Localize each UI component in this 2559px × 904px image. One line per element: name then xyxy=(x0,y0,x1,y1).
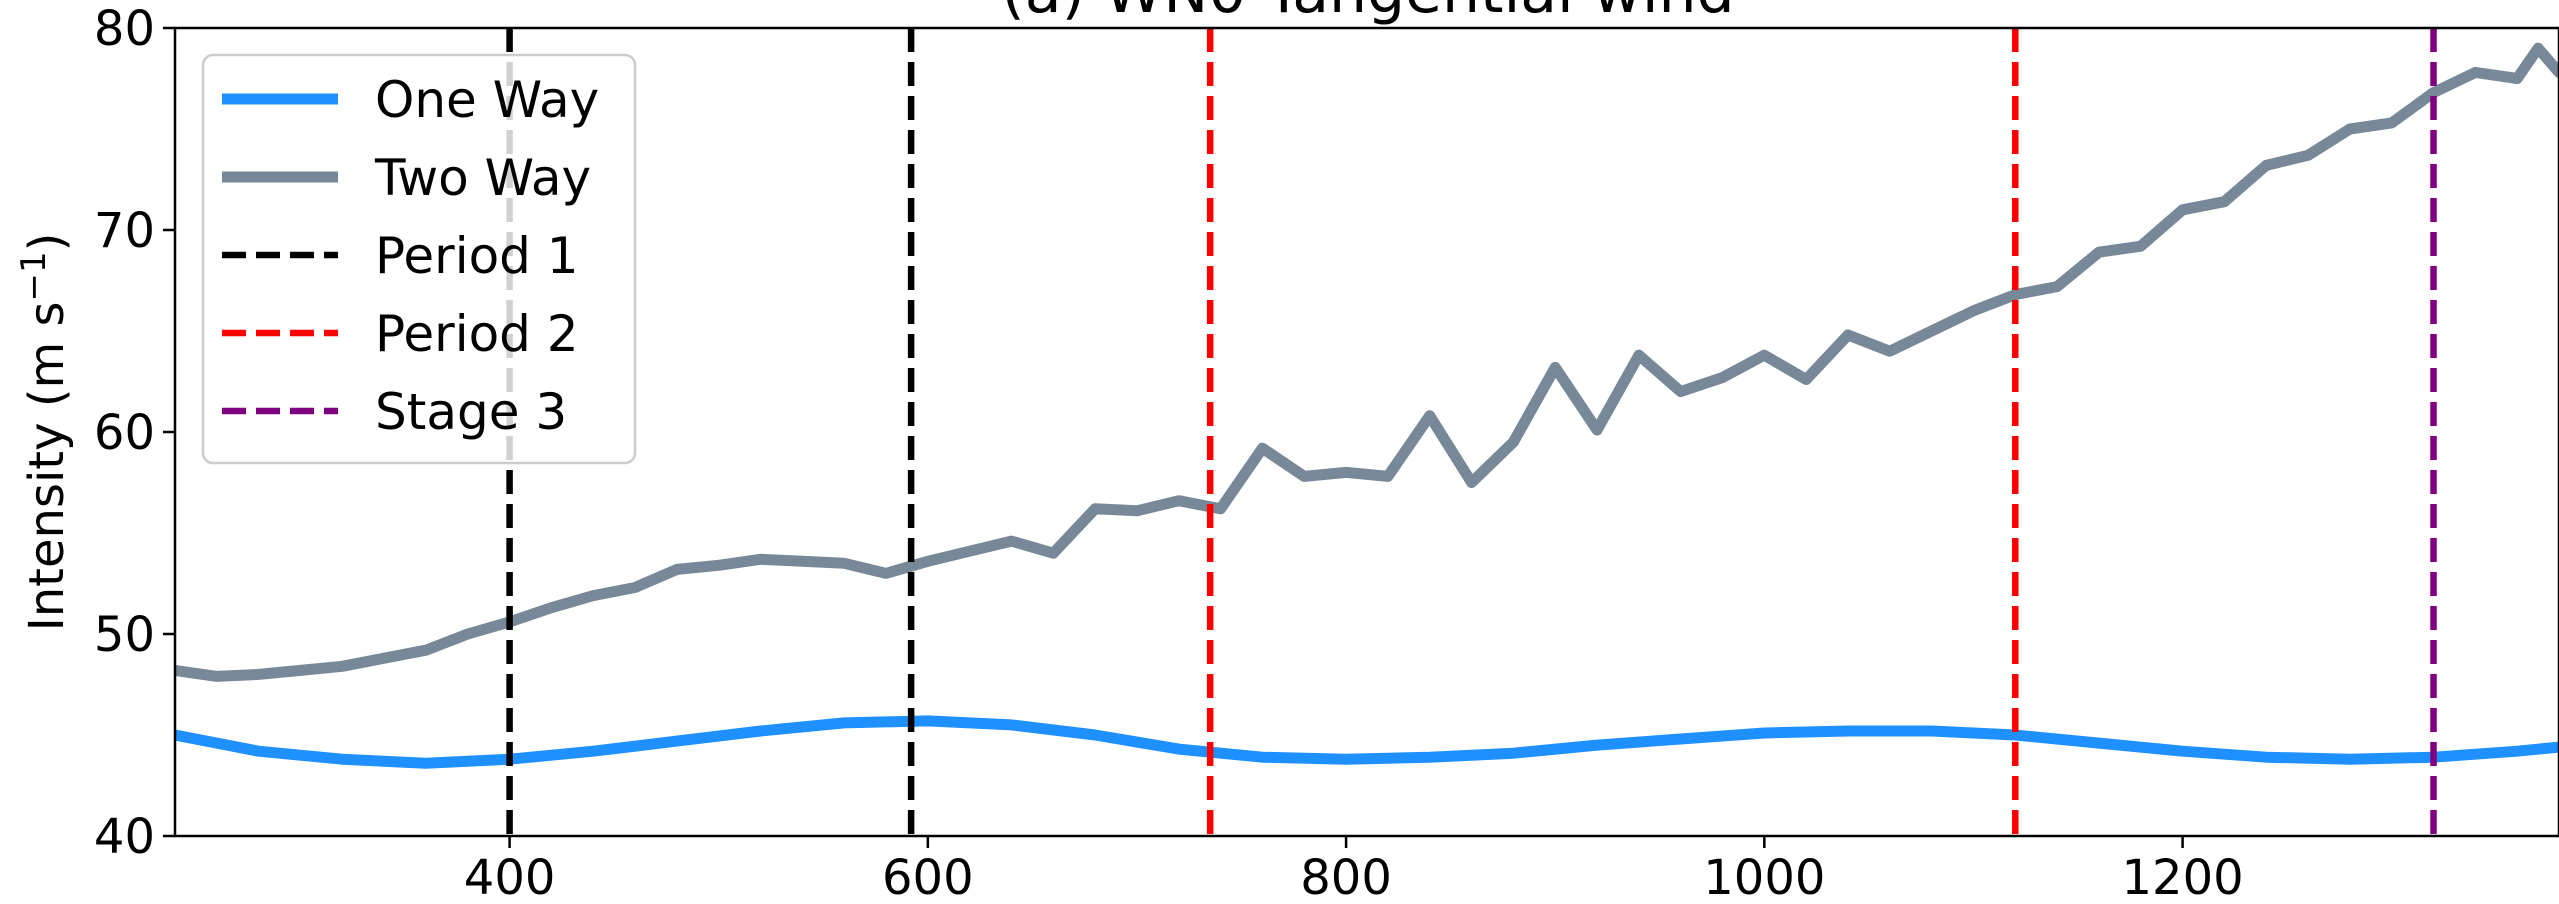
y-axis-label-superscript: −1 xyxy=(14,251,54,301)
x-tick-label: 1200 xyxy=(2122,850,2244,904)
axis-ticks: 400 600 800 1000 1200 40 50 60 70 80 xyxy=(94,1,2244,904)
x-tick-label: 1000 xyxy=(1703,850,1825,904)
x-tick-label: 600 xyxy=(882,850,974,904)
y-tick-label: 70 xyxy=(94,203,155,259)
legend-label-stage-3: Stage 3 xyxy=(375,383,567,441)
y-axis-label-close: ) xyxy=(19,233,75,252)
y-tick-label: 60 xyxy=(94,405,155,461)
y-axis-label: Intensity (m s−1) xyxy=(14,233,75,632)
x-tick-label: 400 xyxy=(464,850,556,904)
series-line-one-way xyxy=(175,715,2559,769)
legend: One Way Two Way Period 1 Period 2 Stage 3 xyxy=(201,53,637,465)
y-tick-label: 50 xyxy=(94,607,155,663)
legend-label-period-1: Period 1 xyxy=(375,227,579,285)
x-tick-label: 800 xyxy=(1300,850,1392,904)
y-tick-label: 80 xyxy=(94,1,155,57)
chart-title: (a) WN0 Tangential wind xyxy=(1001,0,1734,27)
legend-label-one-way: One Way xyxy=(375,71,599,129)
plot-series xyxy=(175,28,2559,836)
y-axis-label-main: Intensity (m s xyxy=(19,301,75,631)
legend-label-two-way: Two Way xyxy=(374,149,591,207)
series-line-two-way xyxy=(175,42,2559,682)
legend-label-period-2: Period 2 xyxy=(375,305,579,363)
y-tick-label: 40 xyxy=(94,809,155,865)
legend-box xyxy=(201,53,637,465)
